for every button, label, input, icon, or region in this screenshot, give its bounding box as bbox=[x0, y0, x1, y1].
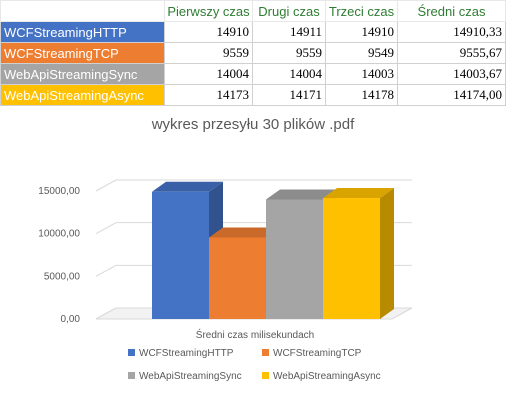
x-category-label: Średni czas milisekundach bbox=[196, 328, 314, 341]
row-label-cell[interactable]: WCFStreamingTCP bbox=[0, 42, 165, 64]
header-cell-empty bbox=[0, 0, 165, 22]
table-cell[interactable]: 9559 bbox=[164, 42, 253, 64]
data-table-region: Pierwszy czas Drugi czas Trzeci czas Śre… bbox=[0, 0, 506, 106]
table-row: WCFStreamingHTTP 14910 14911 14910 14910… bbox=[0, 21, 506, 43]
table-cell[interactable]: 14911 bbox=[252, 21, 326, 43]
side-gridline bbox=[95, 264, 117, 277]
table-row: WebApiStreamingAsync 14173 14171 14178 1… bbox=[0, 84, 506, 106]
legend-swatch bbox=[262, 372, 269, 379]
bar-WebApiStreamingSync bbox=[266, 199, 323, 319]
legend-item[interactable]: WebApiStreamingSync bbox=[128, 371, 242, 382]
table-cell[interactable]: 14003 bbox=[325, 63, 398, 85]
row-label-cell[interactable]: WebApiStreamingAsync bbox=[0, 84, 165, 106]
bar-WebApiStreamingAsync bbox=[323, 198, 380, 319]
legend-label: WCFStreamingHTTP bbox=[139, 348, 234, 359]
table-cell[interactable]: 14171 bbox=[252, 84, 326, 106]
legend-swatch bbox=[128, 349, 135, 356]
chart-title: wykres przesyłu 30 plików .pdf bbox=[151, 116, 355, 133]
bar-WCFStreamingHTTP bbox=[152, 191, 209, 319]
table-row: WebApiStreamingSync 14004 14004 14003 14… bbox=[0, 63, 506, 85]
bar-WCFStreamingTCP bbox=[209, 237, 266, 319]
bar-top-WCFStreamingHTTP bbox=[152, 181, 223, 192]
bar-top-WCFStreamingTCP bbox=[209, 227, 280, 238]
bar-top-WebApiStreamingAsync bbox=[323, 188, 394, 199]
legend-label: WebApiStreamingSync bbox=[139, 371, 242, 382]
legend-swatch bbox=[128, 372, 135, 379]
y-tick-label: 5000,00 bbox=[44, 271, 81, 282]
table-cell[interactable]: 14004 bbox=[164, 63, 253, 85]
table-cell[interactable]: 9549 bbox=[325, 42, 398, 64]
table-cell[interactable]: 14174,00 bbox=[397, 84, 506, 106]
y-tick-label: 15000,00 bbox=[38, 186, 80, 197]
table-header-row: Pierwszy czas Drugi czas Trzeci czas Śre… bbox=[0, 0, 506, 22]
table-cell[interactable]: 14173 bbox=[164, 84, 253, 106]
table-cell[interactable]: 14910,33 bbox=[397, 21, 506, 43]
table-cell[interactable]: 14004 bbox=[252, 63, 326, 85]
row-label-cell[interactable]: WebApiStreamingSync bbox=[0, 63, 165, 85]
legend-label: WCFStreamingTCP bbox=[273, 348, 362, 359]
row-label-cell[interactable]: WCFStreamingHTTP bbox=[0, 21, 165, 43]
header-cell-first-time[interactable]: Pierwszy czas bbox=[164, 0, 253, 22]
legend-item[interactable]: WebApiStreamingAsync bbox=[262, 371, 381, 382]
side-gridline bbox=[95, 179, 117, 192]
header-cell-third-time[interactable]: Trzeci czas bbox=[325, 0, 398, 22]
table-cell[interactable]: 9559 bbox=[252, 42, 326, 64]
bar-top-WebApiStreamingSync bbox=[266, 189, 337, 200]
table-cell[interactable]: 14178 bbox=[325, 84, 398, 106]
y-tick-label: 0,00 bbox=[61, 314, 81, 325]
legend-swatch bbox=[262, 349, 269, 356]
table-cell[interactable]: 9555,67 bbox=[397, 42, 506, 64]
y-tick-label: 10000,00 bbox=[38, 229, 80, 240]
table-row: WCFStreamingTCP 9559 9559 9549 9555,67 bbox=[0, 42, 506, 64]
table-cell[interactable]: 14003,67 bbox=[397, 63, 506, 85]
header-cell-second-time[interactable]: Drugi czas bbox=[252, 0, 326, 22]
header-cell-average-time[interactable]: Średni czas bbox=[397, 0, 506, 22]
chart-area[interactable]: 0,00 5000,00 10000,00 15000,00 Średni czas m… bbox=[0, 104, 506, 414]
bar-side-WebApiStreamingAsync bbox=[380, 188, 394, 319]
legend-item[interactable]: WCFStreamingTCP bbox=[262, 348, 361, 359]
chart-plot: 0,00 5000,00 10000,00 15000,00 Średni czas m… bbox=[38, 179, 413, 341]
table-cell[interactable]: 14910 bbox=[325, 21, 398, 43]
side-gridline bbox=[95, 222, 117, 235]
table-cell[interactable]: 14910 bbox=[164, 21, 253, 43]
data-table: Pierwszy czas Drugi czas Trzeci czas Śre… bbox=[0, 0, 506, 106]
legend-item[interactable]: WCFStreamingHTTP bbox=[128, 348, 233, 359]
legend-label: WebApiStreamingAsync bbox=[273, 371, 381, 382]
